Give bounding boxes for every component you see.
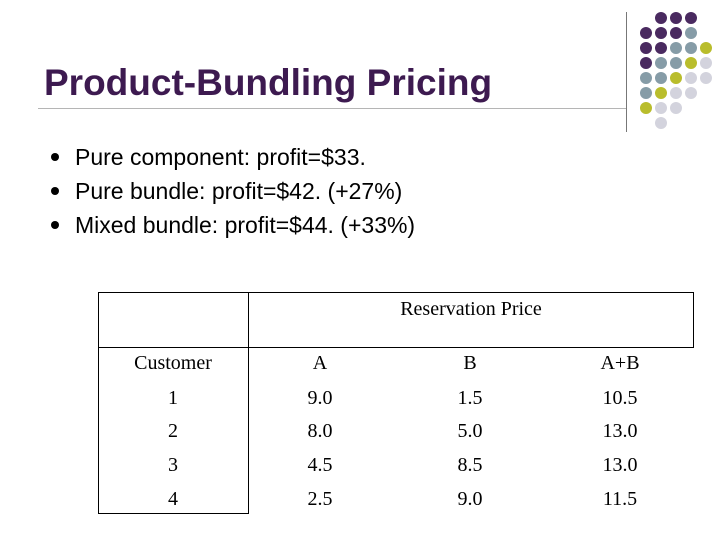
decor-dot (685, 12, 697, 24)
column-header-b: B (463, 352, 477, 374)
decor-dot (685, 42, 697, 54)
decor-dot (640, 27, 652, 39)
decor-dot (640, 102, 652, 114)
table-bottom-rule (98, 513, 248, 514)
bullet-item: Mixed bundle: profit=$44. (+33%) (48, 208, 415, 242)
table-cell-a: 9.0 (307, 387, 333, 409)
decor-dot (655, 27, 667, 39)
decor-dot (640, 42, 652, 54)
column-header-customer: Customer (134, 352, 212, 374)
slide-title: Product-Bundling Pricing (44, 62, 493, 103)
table-cell-customer: 1 (168, 387, 178, 409)
decor-dot (670, 57, 682, 69)
column-header-a: A (312, 352, 328, 374)
decor-dot (670, 27, 682, 39)
decor-dot (670, 102, 682, 114)
bullet-text: Mixed bundle: profit=$44. (+33%) (75, 212, 416, 238)
decor-dot (685, 72, 697, 84)
decor-dot (655, 102, 667, 114)
bullet-item: Pure component: profit=$33. (48, 140, 415, 174)
decor-dot (670, 42, 682, 54)
decor-dot (655, 117, 667, 129)
table-group-header: Reservation Price (400, 298, 542, 320)
table-cell-a-plus-b: 11.5 (602, 488, 638, 510)
bullet-dot-icon (51, 221, 59, 229)
table-border-top (98, 292, 694, 293)
table-cell-customer: 4 (168, 488, 178, 510)
table-cell-customer: 2 (168, 420, 178, 442)
table-column-divider (248, 292, 249, 514)
title-underline (38, 108, 626, 109)
decor-dot (670, 72, 682, 84)
decor-dot (640, 87, 652, 99)
bullet-text: Pure bundle: profit=$42. (+27%) (75, 178, 403, 204)
table-cell-a: 2.5 (307, 488, 333, 510)
bullet-dot-icon (51, 187, 59, 195)
bullet-list: Pure component: profit=$33. Pure bundle:… (48, 140, 415, 242)
table-header-rule (98, 347, 694, 348)
table-cell-customer: 3 (168, 454, 178, 476)
table-border-right (693, 292, 694, 347)
decor-dot (700, 72, 712, 84)
table-cell-a: 8.0 (307, 420, 333, 442)
table-cell-b: 1.5 (457, 387, 483, 409)
decor-dot (700, 42, 712, 54)
decor-dot (640, 72, 652, 84)
table-border-left (98, 292, 99, 514)
column-header-a-plus-b: A+B (600, 352, 640, 374)
bullet-dot-icon (51, 153, 59, 161)
decor-dot (685, 87, 697, 99)
decor-dot (655, 57, 667, 69)
table-cell-b: 8.5 (457, 454, 483, 476)
table-cell-a-plus-b: 10.5 (602, 387, 638, 409)
bullet-text: Pure component: profit=$33. (75, 144, 366, 170)
decor-dot (685, 27, 697, 39)
decor-dot (655, 72, 667, 84)
decor-vertical-line (626, 12, 627, 132)
bullet-item: Pure bundle: profit=$42. (+27%) (48, 174, 415, 208)
decor-dot (655, 12, 667, 24)
table-cell-b: 9.0 (457, 488, 483, 510)
decor-dot (700, 57, 712, 69)
decor-dot (655, 87, 667, 99)
decor-dot (670, 12, 682, 24)
table-cell-a-plus-b: 13.0 (602, 420, 638, 442)
decor-dot (670, 87, 682, 99)
decor-dot (640, 57, 652, 69)
table-cell-a-plus-b: 13.0 (602, 454, 638, 476)
decor-dot (655, 42, 667, 54)
table-cell-a: 4.5 (307, 454, 333, 476)
table-cell-b: 5.0 (457, 420, 483, 442)
reservation-price-table: Reservation Price Customer A B A+B 1 9.0… (98, 292, 694, 514)
decor-dot (685, 57, 697, 69)
